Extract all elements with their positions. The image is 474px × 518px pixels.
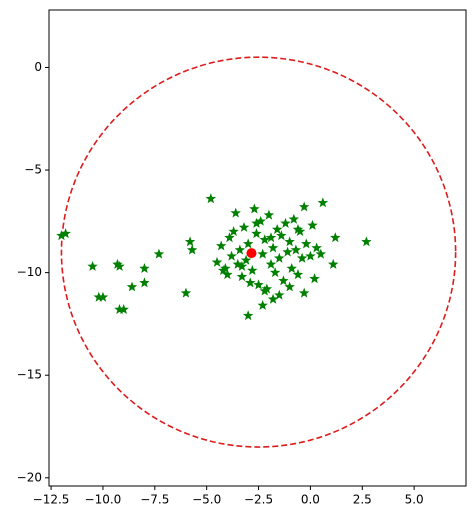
x-tick-label: −5.0	[192, 493, 221, 507]
star-point	[282, 246, 293, 257]
star-point	[87, 260, 98, 271]
star-point	[315, 248, 327, 259]
star-point	[265, 258, 277, 269]
star-point	[205, 193, 217, 204]
y-tick-label: 0	[34, 60, 42, 74]
star-point	[240, 254, 252, 265]
star-point	[139, 263, 150, 273]
x-tick-label: −2.5	[244, 493, 273, 507]
star-point	[242, 238, 254, 249]
star-point	[311, 242, 322, 253]
star-point	[153, 248, 165, 259]
star-point	[298, 287, 310, 298]
star-point	[284, 281, 295, 292]
star-point	[245, 277, 256, 288]
star-point	[226, 250, 237, 261]
star-point	[269, 267, 281, 278]
star-point	[286, 263, 297, 273]
star-point	[114, 260, 125, 271]
star-point	[236, 271, 248, 282]
star-point	[263, 209, 275, 220]
star-point	[290, 244, 302, 255]
x-tick-label: −12.5	[33, 493, 70, 507]
star-point	[180, 287, 192, 298]
star-point	[139, 277, 150, 288]
x-tick-label: 5.0	[405, 493, 424, 507]
star-point	[301, 238, 312, 249]
star-point	[261, 283, 273, 294]
star-point	[292, 224, 304, 234]
dashed-circle	[60, 56, 457, 448]
star-point	[251, 217, 262, 228]
star-point	[232, 258, 244, 269]
star-point	[278, 275, 289, 286]
star-point	[93, 291, 105, 302]
star-point	[271, 224, 283, 234]
star-point	[249, 203, 260, 214]
y-tick-label: −10	[17, 265, 42, 279]
star-point	[305, 250, 316, 261]
center-point	[246, 248, 257, 259]
x-tick-label: 2.5	[353, 493, 372, 507]
star-point	[97, 291, 109, 302]
star-point	[284, 236, 295, 247]
star-point	[259, 285, 270, 296]
star-point	[118, 304, 129, 314]
star-point	[251, 228, 262, 239]
star-point	[274, 289, 285, 300]
star-point	[298, 201, 310, 212]
star-point	[330, 232, 341, 243]
star-point	[112, 258, 123, 269]
star-point	[247, 265, 258, 276]
star-point	[242, 310, 254, 321]
star-point	[257, 299, 268, 310]
y-tick-label: −20	[17, 470, 42, 484]
star-point	[309, 273, 320, 284]
star-point	[218, 265, 229, 276]
star-point	[228, 226, 239, 237]
star-point	[224, 232, 235, 243]
star-point	[288, 213, 300, 224]
star-point	[257, 248, 268, 259]
star-point	[265, 232, 277, 243]
star-point	[114, 304, 125, 314]
y-tick-label: −15	[17, 368, 42, 382]
star-point	[236, 260, 248, 271]
star-point	[215, 240, 227, 251]
star-point	[274, 252, 285, 263]
star-point	[220, 263, 231, 273]
star-point	[234, 244, 246, 255]
star-point	[361, 236, 372, 247]
y-tick-label: −5	[24, 163, 42, 177]
star-point	[259, 234, 270, 245]
star-point	[296, 252, 308, 263]
star-point	[267, 242, 279, 253]
star-point	[238, 221, 250, 232]
star-point	[292, 269, 304, 280]
star-point	[276, 230, 287, 241]
x-tick-label: 0.0	[301, 493, 320, 507]
star-point	[307, 219, 318, 230]
plot-frame	[48, 9, 467, 487]
star-point	[317, 197, 329, 208]
star-point	[211, 256, 223, 267]
star-point	[186, 244, 198, 255]
star-point	[126, 281, 138, 292]
x-tick-label: −7.5	[140, 493, 169, 507]
star-point	[184, 236, 196, 247]
star-point	[267, 293, 279, 304]
star-point	[230, 207, 241, 218]
star-point	[253, 279, 264, 290]
star-point	[327, 258, 339, 269]
star-point	[60, 228, 71, 239]
star-point	[255, 215, 266, 226]
x-tick-label: −10.0	[85, 493, 122, 507]
star-point	[56, 230, 67, 241]
star-point	[280, 217, 291, 228]
star-point	[222, 269, 233, 280]
